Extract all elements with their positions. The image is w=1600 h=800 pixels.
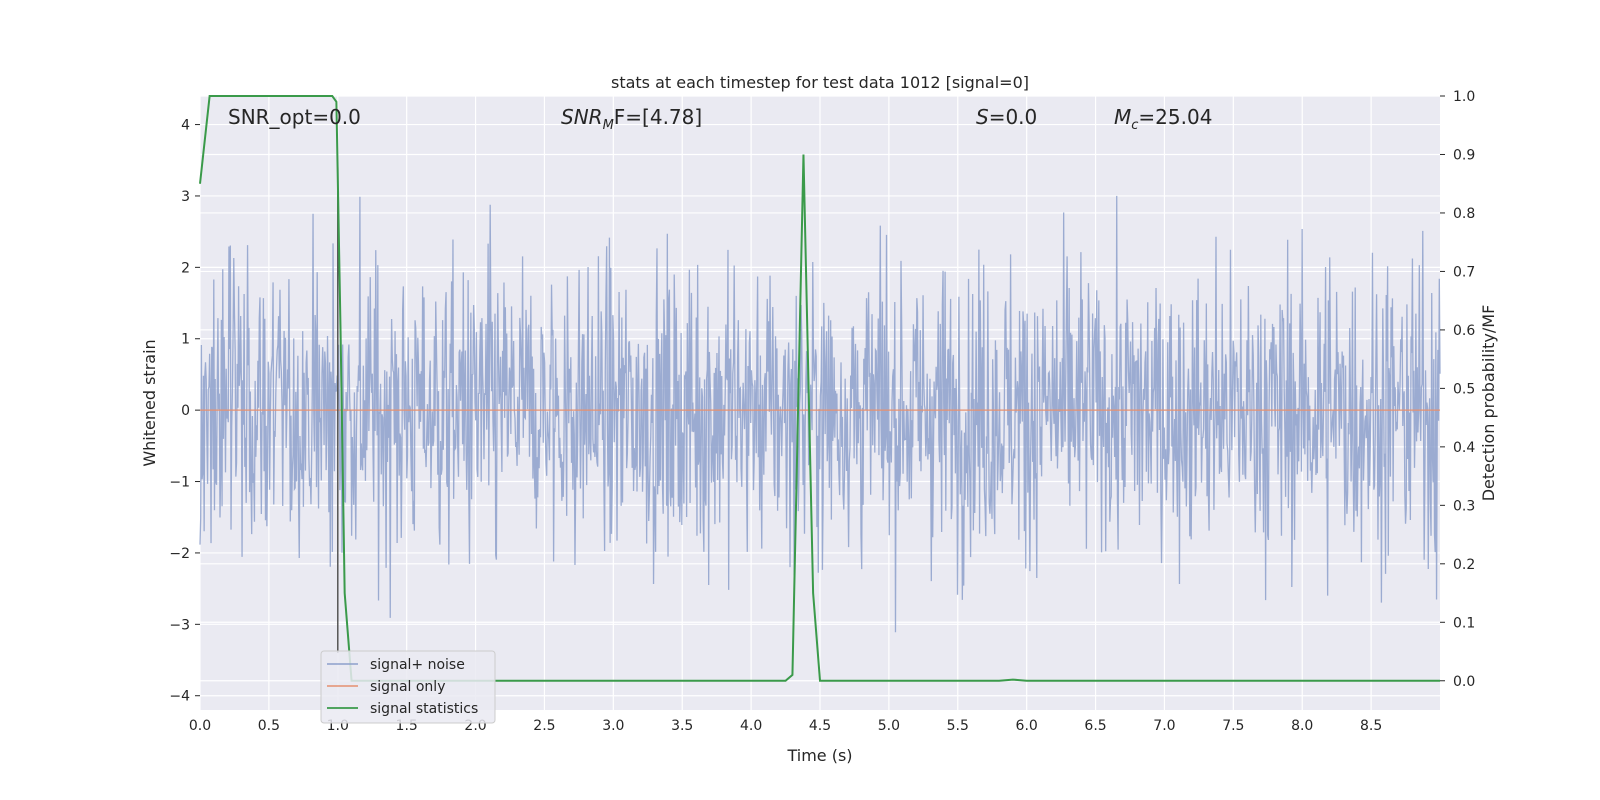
chart-title: stats at each timestep for test data 101… bbox=[611, 73, 1029, 92]
mc-sub: c bbox=[1131, 118, 1138, 133]
legend: signal+ noise signal only signal statist… bbox=[320, 650, 496, 724]
y-right-tick-labels: 1.0 0.9 0.8 0.7 0.6 0.5 0.4 0.3 0.2 0.1 0.0 bbox=[1440, 89, 1475, 690]
x-tick-labels: 0.0 0.5 1.0 1.5 2.0 2.5 3.0 3.5 4.0 4.5 5.0 5.5 6.0 6… bbox=[189, 718, 1382, 734]
y-right-tick-label: 1.0 bbox=[1453, 89, 1475, 105]
snr-mf-sub: M bbox=[603, 118, 614, 133]
y-right-tick-label: 0.7 bbox=[1453, 264, 1475, 280]
y-axis-label: Whitened strain bbox=[140, 339, 159, 466]
mc-main: M bbox=[1114, 105, 1131, 129]
x-tick-label: 4.0 bbox=[740, 718, 762, 734]
x-tick-label: 5.5 bbox=[947, 718, 969, 734]
y-tick-label: −3 bbox=[169, 617, 190, 633]
x-tick-label: 3.5 bbox=[671, 718, 693, 734]
legend-box bbox=[320, 650, 496, 724]
x-tick-label: 4.5 bbox=[809, 718, 831, 734]
x-tick-label: 8.5 bbox=[1360, 718, 1382, 734]
annotation-s: S=0.0 bbox=[976, 105, 1037, 129]
snr-mf-main: SNR bbox=[561, 105, 603, 129]
x-tick-label: 0.5 bbox=[258, 718, 280, 734]
y-tick-labels: 4 3 2 1 0 −1 −2 −3 −4 bbox=[169, 118, 200, 705]
y-tick-label: 3 bbox=[181, 189, 190, 205]
y-right-tick-label: 0.8 bbox=[1453, 206, 1475, 222]
y-tick-label: 1 bbox=[181, 332, 190, 348]
x-tick-label: 7.5 bbox=[1222, 718, 1244, 734]
y-right-tick-label: 0.2 bbox=[1453, 557, 1475, 573]
annotation-snr-opt: SNR_opt=0.0 bbox=[228, 105, 361, 129]
legend-label-signal-only: signal only bbox=[370, 679, 445, 695]
x-tick-label: 8.0 bbox=[1291, 718, 1313, 734]
x-axis-label: Time (s) bbox=[786, 746, 852, 765]
y-tick-label: −4 bbox=[169, 689, 190, 705]
s-rest: =0.0 bbox=[989, 105, 1038, 129]
y-right-tick-label: 0.0 bbox=[1453, 674, 1475, 690]
mc-rest: =25.04 bbox=[1138, 105, 1212, 129]
y-right-tick-label: 0.3 bbox=[1453, 498, 1475, 514]
legend-label-signal-noise: signal+ noise bbox=[370, 657, 465, 673]
y-right-tick-label: 0.4 bbox=[1453, 440, 1475, 456]
y-right-tick-label: 0.5 bbox=[1453, 381, 1475, 397]
y-tick-label: 4 bbox=[181, 118, 190, 134]
y-right-tick-label: 0.9 bbox=[1453, 147, 1475, 163]
s-main: S bbox=[976, 105, 989, 129]
y-right-tick-label: 0.6 bbox=[1453, 323, 1475, 339]
series-signal-statistics bbox=[199, 95, 1440, 682]
x-tick-label: 0.0 bbox=[189, 718, 211, 734]
y-tick-label: −2 bbox=[169, 546, 190, 562]
y-tick-label: −1 bbox=[169, 475, 190, 491]
y-tick-label: 2 bbox=[181, 260, 190, 276]
x-tick-label: 2.5 bbox=[533, 718, 555, 734]
y-right-tick-label: 0.1 bbox=[1453, 615, 1475, 631]
noise-trace bbox=[199, 195, 1441, 633]
x-tick-label: 6.5 bbox=[1084, 718, 1106, 734]
x-tick-label: 6.0 bbox=[1016, 718, 1038, 734]
y-tick-label: 0 bbox=[181, 403, 190, 419]
y-right-axis-label: Detection probability/MF bbox=[1479, 305, 1498, 502]
series-signal-noise bbox=[199, 195, 1441, 633]
snr-mf-rest: F=[4.78] bbox=[614, 105, 702, 129]
x-tick-label: 7.0 bbox=[1153, 718, 1175, 734]
x-tick-label: 5.0 bbox=[878, 718, 900, 734]
annotation-mc: Mc=25.04 bbox=[1114, 105, 1212, 133]
x-tick-label: 3.0 bbox=[602, 718, 624, 734]
legend-label-signal-statistics: signal statistics bbox=[370, 701, 478, 717]
annotation-snr-mf: SNRMF=[4.78] bbox=[561, 105, 702, 133]
